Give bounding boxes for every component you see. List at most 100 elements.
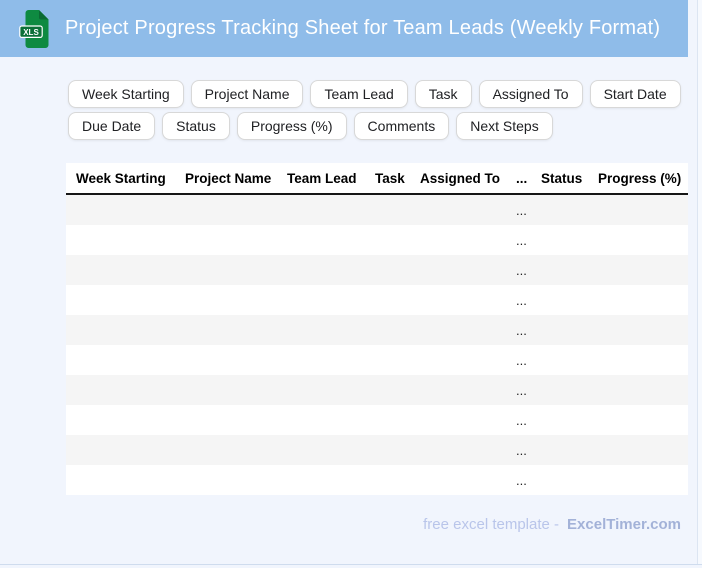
table-cell [410, 225, 506, 255]
brand-link[interactable]: ExcelTimer.com [567, 516, 681, 533]
table-row: ... [66, 345, 688, 375]
table-cell [588, 345, 688, 375]
table-cell [66, 345, 175, 375]
column-header: Status [531, 163, 588, 195]
table-cell [277, 405, 365, 435]
table-cell [175, 405, 277, 435]
table-cell [277, 315, 365, 345]
table-cell [410, 285, 506, 315]
table-cell [175, 255, 277, 285]
table-cell [410, 375, 506, 405]
table-cell [588, 435, 688, 465]
table-cell [531, 225, 588, 255]
table-cell [588, 285, 688, 315]
table-cell: ... [516, 262, 527, 278]
table-cell [365, 465, 410, 495]
table-cell: ... [516, 382, 527, 398]
table-row: ... [66, 375, 688, 405]
table-cell [410, 315, 506, 345]
table-cell [588, 194, 688, 225]
field-chip[interactable]: Comments [353, 112, 450, 140]
table-cell [365, 405, 410, 435]
table-cell [588, 255, 688, 285]
table-cell [365, 345, 410, 375]
table-cell [277, 345, 365, 375]
table-cell: ... [516, 442, 527, 458]
column-header: ... [506, 163, 531, 195]
table-cell [531, 255, 588, 285]
field-chip[interactable]: Progress (%) [236, 112, 347, 140]
table-cell [531, 194, 588, 225]
bottom-edge-line [0, 564, 702, 565]
table-cell [531, 405, 588, 435]
table-cell [365, 225, 410, 255]
table-cell [410, 255, 506, 285]
table-cell [66, 225, 175, 255]
table-cell [277, 255, 365, 285]
table-cell [277, 285, 365, 315]
column-header: Task [365, 163, 410, 195]
field-chip[interactable]: Task [414, 80, 472, 108]
table-cell [175, 285, 277, 315]
table-cell [277, 435, 365, 465]
footer-text: free excel template - [423, 516, 560, 533]
table-row: ... [66, 465, 688, 495]
table-cell: ... [516, 352, 527, 368]
table-cell [175, 194, 277, 225]
table-cell [410, 345, 506, 375]
chip-row-1: Week Starting Project Name Team Lead Task As… [68, 80, 690, 108]
table-cell [410, 435, 506, 465]
table-cell [531, 465, 588, 495]
table-cell: ... [516, 202, 527, 218]
table-cell [175, 315, 277, 345]
table-cell [66, 285, 175, 315]
table-cell [588, 315, 688, 345]
table-cell [66, 375, 175, 405]
page-title: Project Progress Tracking Sheet for Team… [65, 17, 661, 39]
table-row: ... [66, 285, 688, 315]
field-chip[interactable]: Project Name [190, 80, 304, 108]
table-cell: ... [516, 232, 527, 248]
column-header: Team Lead [277, 163, 365, 195]
table-cell [365, 315, 410, 345]
column-header: Week Starting [66, 163, 175, 195]
field-chip[interactable]: Start Date [589, 80, 681, 108]
field-chips: Week Starting Project Name Team Lead Task As… [68, 80, 690, 144]
table-row: ... [66, 315, 688, 345]
table-cell [277, 194, 365, 225]
table-row: ... [66, 435, 688, 465]
table-cell [410, 465, 506, 495]
right-edge-line [697, 0, 698, 564]
table-cell [66, 315, 175, 345]
sheet-table: Week Starting Project Name Team Lead Task As… [66, 163, 688, 495]
table-cell [588, 465, 688, 495]
field-chip[interactable]: Due Date [68, 112, 156, 140]
xls-file-icon: XLS [19, 9, 49, 48]
table-cell [277, 465, 365, 495]
table-cell [531, 315, 588, 345]
right-gutter [698, 0, 702, 564]
field-chip[interactable]: Team Lead [310, 80, 408, 108]
table-cell [66, 255, 175, 285]
table-cell [66, 194, 175, 225]
table-cell: ... [516, 472, 527, 488]
field-chip[interactable]: Assigned To [478, 80, 583, 108]
table-cell [175, 225, 277, 255]
table-cell [531, 375, 588, 405]
table-cell [588, 405, 688, 435]
field-chip[interactable]: Status [162, 112, 230, 140]
table-cell [277, 375, 365, 405]
footer: free excel template - ExcelTimer.com [423, 516, 681, 533]
table-cell: ... [516, 322, 527, 338]
table-cell [175, 345, 277, 375]
table-cell [66, 465, 175, 495]
table-cell [588, 225, 688, 255]
field-chip[interactable]: Next Steps [456, 112, 553, 140]
table-cell [175, 375, 277, 405]
table-cell [175, 465, 277, 495]
table-row: ... [66, 225, 688, 255]
table-cell [410, 405, 506, 435]
table-cell [531, 285, 588, 315]
field-chip[interactable]: Week Starting [68, 80, 184, 108]
